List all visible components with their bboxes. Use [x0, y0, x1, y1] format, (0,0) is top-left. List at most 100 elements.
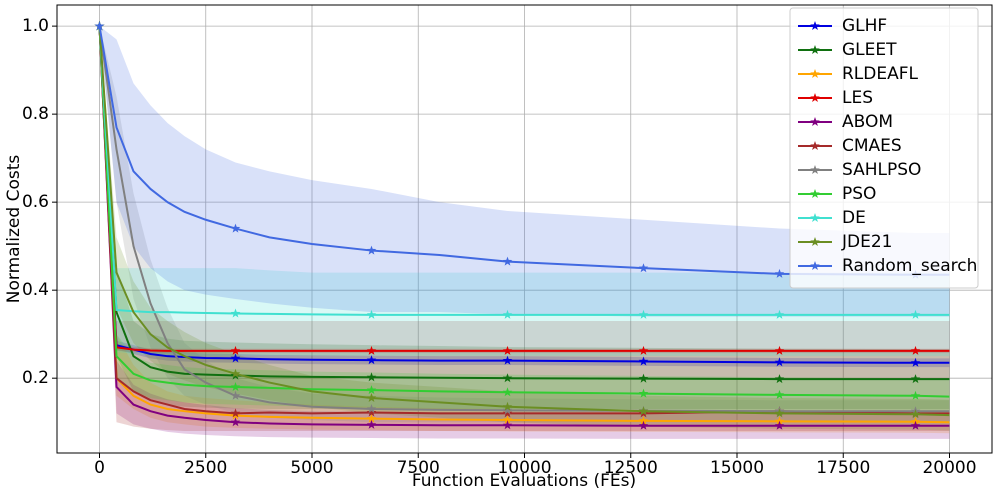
marker [638, 309, 649, 319]
marker [230, 308, 241, 318]
series-line [98, 26, 950, 381]
marker [230, 408, 241, 418]
legend-marker [810, 141, 820, 150]
series-line [98, 26, 950, 427]
series-line [98, 25, 950, 413]
marker [774, 268, 785, 278]
marker [910, 420, 921, 430]
marker [774, 420, 785, 430]
y-tick-label: 0.8 [22, 104, 49, 124]
marker [230, 353, 241, 363]
legend-label: LES [842, 88, 873, 108]
legend-marker [810, 189, 820, 198]
series-line [98, 25, 950, 276]
legend-marker [810, 45, 820, 54]
legend-label: JDE21 [841, 232, 892, 252]
x-tick-label: 15000 [710, 458, 764, 478]
x-axis-label: Function Evaluations (FEs) [412, 471, 636, 491]
marker [366, 385, 377, 395]
marker [502, 415, 513, 424]
marker [502, 309, 513, 319]
marker [638, 420, 649, 430]
marker [638, 415, 649, 425]
marker [774, 309, 785, 319]
marker [366, 419, 377, 429]
legend-label: RLDEAFL [842, 64, 919, 84]
marker [366, 407, 377, 417]
marker [638, 356, 649, 366]
series-line [98, 26, 950, 364]
series-line [98, 26, 950, 352]
marker [502, 256, 513, 266]
marker [366, 309, 377, 319]
marker [366, 404, 377, 413]
marker [366, 372, 377, 382]
legend-marker [810, 165, 820, 174]
marker [230, 382, 241, 391]
marker [774, 345, 785, 355]
x-tick-label: 0 [94, 458, 105, 478]
legend-box [789, 7, 979, 289]
series-line [98, 26, 950, 417]
marker [774, 374, 785, 384]
marker [230, 223, 241, 233]
marker [638, 345, 649, 355]
marker [502, 345, 513, 355]
legend-label: GLHF [842, 16, 887, 36]
marker [366, 345, 377, 355]
series-line [98, 26, 950, 398]
x-tick-label: 12500 [604, 458, 658, 478]
marker [502, 401, 513, 411]
marker [502, 408, 513, 418]
legend-marker [810, 117, 820, 126]
legend-label: Random_search [842, 256, 977, 276]
legend-label: DE [842, 208, 866, 228]
x-tick-label: 10000 [497, 458, 551, 478]
marker [638, 406, 649, 416]
marker [638, 388, 649, 398]
legend-label: ABOM [842, 112, 893, 132]
marker [910, 309, 921, 319]
marker [502, 405, 513, 415]
x-tick-label: 7500 [397, 458, 440, 478]
error-band [99, 26, 950, 415]
marker [366, 413, 377, 423]
marker [366, 393, 377, 402]
error-band [99, 26, 950, 409]
marker [638, 373, 649, 383]
x-tick-label: 5000 [290, 458, 333, 478]
legend: GLHF GLEET RLDEAFL LES ABOM CMAES SAHLPSO PSO DE… [789, 7, 979, 289]
marker [910, 374, 921, 384]
x-tick-label: 17500 [816, 458, 870, 478]
legend-marker [810, 93, 820, 102]
legend-marker [810, 237, 820, 246]
marker [774, 357, 785, 367]
error-band [99, 26, 950, 431]
legend-marker [810, 261, 820, 270]
legend-marker [810, 21, 820, 30]
y-tick-label: 0.6 [22, 192, 49, 212]
series-line [98, 26, 950, 424]
marker [910, 409, 921, 419]
legend-marker [810, 213, 820, 222]
marker [230, 345, 241, 355]
marker [910, 357, 921, 367]
marker [638, 263, 649, 273]
series-line [98, 26, 950, 316]
marker [230, 390, 241, 400]
marker [774, 389, 785, 399]
legend-marker [810, 69, 820, 78]
marker [910, 345, 921, 355]
legend-label: PSO [842, 184, 876, 204]
marker [502, 420, 513, 430]
legend-label: SAHLPSO [842, 160, 921, 180]
marker [774, 408, 785, 418]
marker [910, 390, 921, 400]
marker [94, 21, 105, 31]
x-tick-label: 20000 [922, 458, 976, 478]
marker [502, 373, 513, 383]
y-tick-label: 0.4 [22, 280, 49, 300]
y-tick-label: 0.2 [22, 368, 49, 388]
legend-label: CMAES [842, 136, 902, 156]
